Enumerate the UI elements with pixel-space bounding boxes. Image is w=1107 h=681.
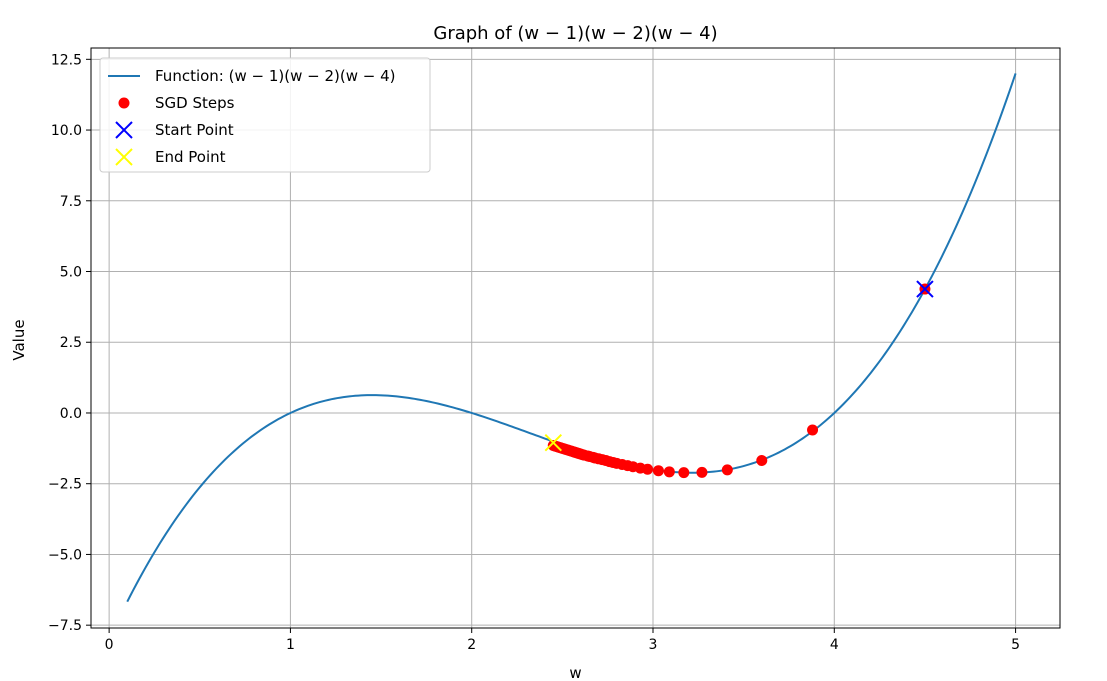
sgd-step-point — [721, 464, 733, 476]
y-tick-label: 2.5 — [60, 335, 82, 351]
sgd-step-point — [678, 467, 690, 479]
end-point-marker — [544, 433, 562, 452]
y-tick-label: 12.5 — [51, 52, 82, 68]
sgd-step-point — [696, 466, 708, 478]
x-tick-label: 4 — [830, 637, 839, 653]
sgd-step-point — [652, 465, 664, 477]
legend-end-swatch — [115, 148, 133, 166]
legend-end-swatch-stroke — [115, 148, 133, 166]
y-tick-label: −5.0 — [48, 547, 82, 563]
sgd-step-point — [756, 455, 768, 467]
legend: Function: (w − 1)(w − 2)(w − 4) SGD Steps… — [99, 57, 431, 173]
legend-box — [99, 57, 431, 173]
sgd-step-point — [807, 424, 819, 436]
chart-title: Graph of (w − 1)(w − 2)(w − 4) — [433, 23, 717, 44]
start-point-marker-stroke — [916, 280, 934, 298]
legend-start-swatch-stroke — [115, 121, 133, 139]
ticks: 0 1 2 3 4 5 −7.5 −5.0 −2.5 0.0 2.5 5.0 7.5 10.0 12.5 — [48, 52, 1020, 653]
y-tick-label: −2.5 — [48, 477, 82, 493]
x-tick-label: 2 — [467, 637, 476, 653]
grid — [91, 48, 1060, 628]
y-tick-label: 5.0 — [60, 265, 82, 281]
y-tick-label: 7.5 — [60, 194, 82, 210]
axes-frame — [90, 47, 1061, 629]
y-axis-label: Value — [10, 319, 28, 360]
end-point-marker-stroke — [544, 433, 562, 452]
x-tick-label: 5 — [1011, 637, 1020, 653]
y-tick-label: −7.5 — [48, 618, 82, 634]
x-tick-label: 1 — [286, 637, 295, 653]
x-tick-label: 0 — [105, 637, 114, 653]
legend-label-sgd: SGD Steps — [155, 94, 235, 112]
legend-label-start: Start Point — [155, 121, 234, 139]
legend-label-end: End Point — [155, 148, 226, 166]
legend-start-swatch — [115, 121, 133, 139]
start-point-marker — [916, 280, 934, 298]
legend-sgd-swatch — [118, 97, 130, 109]
plot-area — [126, 73, 1017, 603]
x-axis-label: w — [569, 664, 581, 681]
x-tick-label: 3 — [649, 637, 658, 653]
sgd-step-point — [547, 440, 559, 452]
y-tick-label: 10.0 — [51, 123, 82, 139]
sgd-step-point — [663, 466, 675, 478]
y-tick-label: 0.0 — [60, 406, 82, 422]
legend-label-function: Function: (w − 1)(w − 2)(w − 4) — [155, 67, 395, 85]
